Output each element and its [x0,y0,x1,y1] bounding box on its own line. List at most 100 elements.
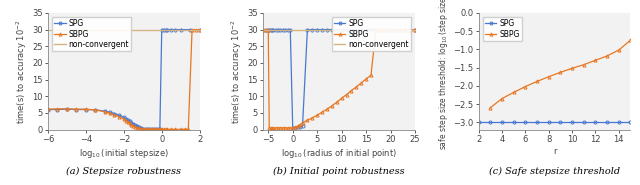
SBPG [333,101,340,103]
SPG [377,28,385,31]
SBPG [308,117,316,119]
SPG [82,108,90,111]
SBPG [401,28,409,31]
SPG [545,121,552,123]
SPG [269,28,277,31]
SPG [156,128,164,130]
SPG [568,121,576,123]
SPG [139,127,147,130]
Text: (c) Safe stepsize threshold: (c) Safe stepsize threshold [489,167,620,176]
SBPG [266,127,273,129]
SBPG [171,128,179,130]
SPG [604,121,611,123]
SBPG [372,28,380,31]
Y-axis label: safe step size threshold: $\log_{10}$(step size): safe step size threshold: $\log_{10}$(st… [437,0,450,149]
SPG [125,120,133,122]
SBPG [129,125,137,127]
SBPG [156,128,164,130]
SPG [291,126,299,129]
SBPG [557,71,564,73]
SPG [171,28,179,31]
SBPG [522,85,529,88]
SBPG [272,127,280,129]
SPG [294,126,301,128]
SBPG [269,127,277,129]
SBPG [323,108,331,110]
SPG [372,28,380,31]
SPG [260,28,268,31]
SPG [276,28,284,31]
SPG [615,121,623,123]
SBPG [274,127,282,129]
SBPG [296,123,304,126]
SBPG [545,76,552,78]
SPG [333,28,340,31]
X-axis label: $\log_{10}$(radius of initial point): $\log_{10}$(radius of initial point) [281,147,397,160]
SPG [54,108,61,111]
SBPG [289,127,296,129]
SPG [127,121,135,124]
SPG [296,126,304,128]
SPG [92,109,99,111]
SPG [196,28,204,31]
SPG [160,28,168,31]
SBPG [604,55,611,57]
SPG [323,28,331,31]
SBPG [127,123,135,126]
SBPG [115,116,123,118]
SPG [308,28,316,31]
SPG [289,127,296,129]
SBPG [382,28,390,31]
SPG [129,123,137,125]
SBPG [267,127,275,129]
SBPG [196,28,204,31]
SPG [268,28,276,31]
SPG [282,28,289,31]
SPG [106,111,113,113]
SBPG [510,91,518,93]
SPG [362,28,370,31]
SPG [120,116,127,118]
SBPG [533,80,541,83]
SBPG [279,127,287,129]
Legend: SPG, SBPG, non-convergent: SPG, SBPG, non-convergent [332,17,412,51]
non-convergent [294,28,301,31]
SPG [557,121,564,123]
SPG [186,28,194,31]
Line: SPG: SPG [47,28,201,131]
SBPG [303,119,311,121]
SBPG [260,28,268,31]
SBPG [282,127,289,129]
SPG [279,28,287,31]
SBPG [154,128,162,130]
SBPG [411,28,419,31]
SPG [262,28,269,31]
SPG [303,28,311,31]
Y-axis label: time(s) to accuracy $10^{-2}$: time(s) to accuracy $10^{-2}$ [230,19,244,124]
SPG [145,128,152,130]
SPG [135,126,143,128]
SBPG [162,128,170,130]
SBPG [284,127,292,129]
SPG [272,28,280,31]
SBPG [348,89,355,92]
SPG [264,28,272,31]
SBPG [580,64,588,66]
SBPG [264,28,272,31]
SPG [287,28,294,31]
SBPG [177,128,184,130]
SPG [392,28,399,31]
SPG [318,28,326,31]
SPG [411,28,419,31]
SBPG [338,97,346,99]
SPG [299,125,307,127]
SBPG [160,128,168,130]
SBPG [82,108,90,110]
SBPG [143,128,150,130]
SPG [510,121,518,123]
SPG [342,28,350,31]
SBPG [276,127,284,129]
SBPG [125,122,133,124]
SPG [164,28,172,31]
SPG [158,28,166,31]
